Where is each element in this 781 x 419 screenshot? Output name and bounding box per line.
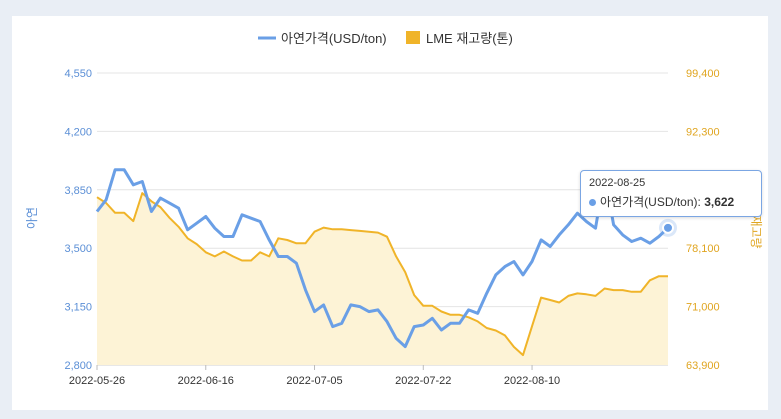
x-tick-label: 2022-08-10 xyxy=(504,375,560,387)
price-line-layer xyxy=(95,168,670,349)
x-tick-label: 2022-05-26 xyxy=(69,375,125,387)
stock-line xyxy=(96,192,668,357)
y-right-tick-label: 99,400 xyxy=(686,68,720,80)
legend-stock-marker xyxy=(406,31,420,44)
tooltip-value: 3,622 xyxy=(704,195,735,209)
stock-area-layer xyxy=(96,192,668,365)
y-left-tick-label: 3,850 xyxy=(64,185,92,197)
y-right-axis-title: 재고량 xyxy=(749,215,763,248)
y-left-tick-label: 2,800 xyxy=(64,360,92,372)
x-tick-label: 2022-07-22 xyxy=(395,375,451,387)
tooltip-date: 2022-08-25 xyxy=(589,177,646,189)
legend-price-label: 아연가격(USD/ton) xyxy=(281,31,387,46)
x-tick-label: 2022-07-05 xyxy=(286,375,342,387)
y-left-tick-label: 4,550 xyxy=(64,68,92,80)
y-right-tick-label: 63,900 xyxy=(686,360,720,372)
tooltip-row: 아연가격(USD/ton): 3,622 xyxy=(589,193,734,210)
price-line xyxy=(95,168,670,349)
tooltip-series-dot xyxy=(589,199,596,207)
y-right-tick-label: 92,300 xyxy=(686,126,720,138)
legend[interactable]: 아연가격(USD/ton) LME 재고량(톤) xyxy=(258,31,513,46)
y-right-tick-label: 71,000 xyxy=(686,302,720,314)
hover-point[interactable] xyxy=(662,221,674,234)
y-left-tick-label: 4,200 xyxy=(64,126,92,138)
y-left-axis-title: 아연 xyxy=(25,207,39,229)
y-right-tick-label: 78,100 xyxy=(686,243,720,255)
y-left-tick-label: 3,150 xyxy=(64,302,92,314)
y-left-tick-label: 3,500 xyxy=(64,243,92,255)
x-tick-label: 2022-06-16 xyxy=(178,375,234,387)
tooltip: 2022-08-25 아연가격(USD/ton): 3,622 xyxy=(580,170,762,217)
stock-area-fill xyxy=(97,193,668,365)
tooltip-series-label: 아연가격(USD/ton): xyxy=(600,195,701,209)
legend-stock-label: LME 재고량(톤) xyxy=(426,31,513,46)
